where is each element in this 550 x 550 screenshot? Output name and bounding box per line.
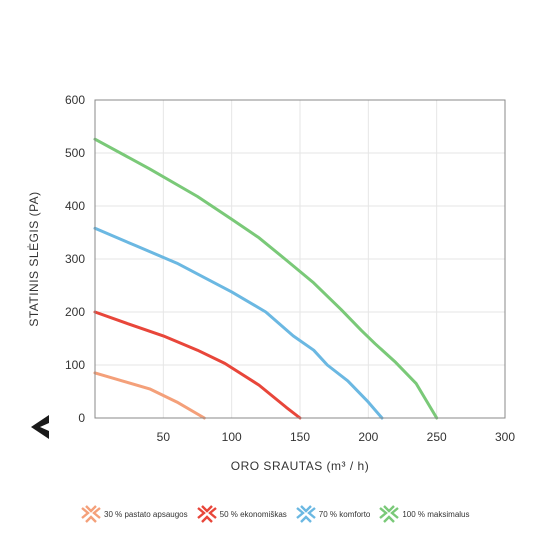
fan-arrows-icon	[296, 505, 316, 523]
legend-label: 50 % ekonomiškas	[219, 509, 287, 519]
x-tick-label: 200	[358, 430, 378, 444]
x-tick-label: 100	[222, 430, 242, 444]
grid	[95, 99, 506, 419]
series-lines	[93, 137, 439, 420]
x-tick-label: 250	[427, 430, 447, 444]
plot-frame	[94, 99, 506, 419]
y-tick-label: 500	[65, 146, 85, 160]
legend-label: 100 % maksimalus	[402, 509, 470, 519]
legend-item: 30 % pastato apsaugos	[80, 505, 188, 523]
x-axis-title: ORO SRAUTAS (m³ / h)	[231, 459, 369, 473]
x-tick-label: 50	[157, 430, 171, 444]
series-line	[93, 371, 206, 420]
x-tick-label: 300	[495, 430, 515, 444]
legend-item: 70 % komforto	[295, 505, 371, 523]
x-tick-label: 150	[290, 430, 310, 444]
fan-arrows-icon	[81, 505, 101, 523]
pressure-flow-chart: 0 100 200 300 400 500 600 50 100 150 200 250 300 ORO…	[27, 93, 515, 473]
y-tick-label: 200	[65, 305, 85, 319]
legend-item: 100 % maksimalus	[378, 505, 470, 523]
legend-item: 50 % ekonomiškas	[196, 505, 287, 523]
legend-label: 70 % komforto	[318, 509, 371, 519]
y-tick-label: 400	[65, 199, 85, 213]
legend: 30 % pastato apsaugos 50 % ekonomiškas 70 …	[80, 505, 470, 523]
y-axis-title: STATINIS SLĖGIS (PA)	[27, 191, 41, 326]
y-tick-label: 600	[65, 93, 85, 107]
series-line	[93, 226, 384, 420]
back-arrow-icon[interactable]	[27, 413, 55, 441]
fan-arrows-icon	[379, 505, 400, 523]
y-tick-label: 0	[78, 411, 85, 425]
legend-label: 30 % pastato apsaugos	[104, 509, 188, 519]
y-tick-label: 300	[65, 252, 85, 266]
series-line	[93, 310, 302, 420]
y-tick-label: 100	[65, 358, 85, 372]
fan-arrows-icon	[196, 505, 217, 523]
tick-labels: 0 100 200 300 400 500 600 50 100 150 200 250 300	[65, 93, 515, 444]
series-line	[93, 137, 439, 420]
